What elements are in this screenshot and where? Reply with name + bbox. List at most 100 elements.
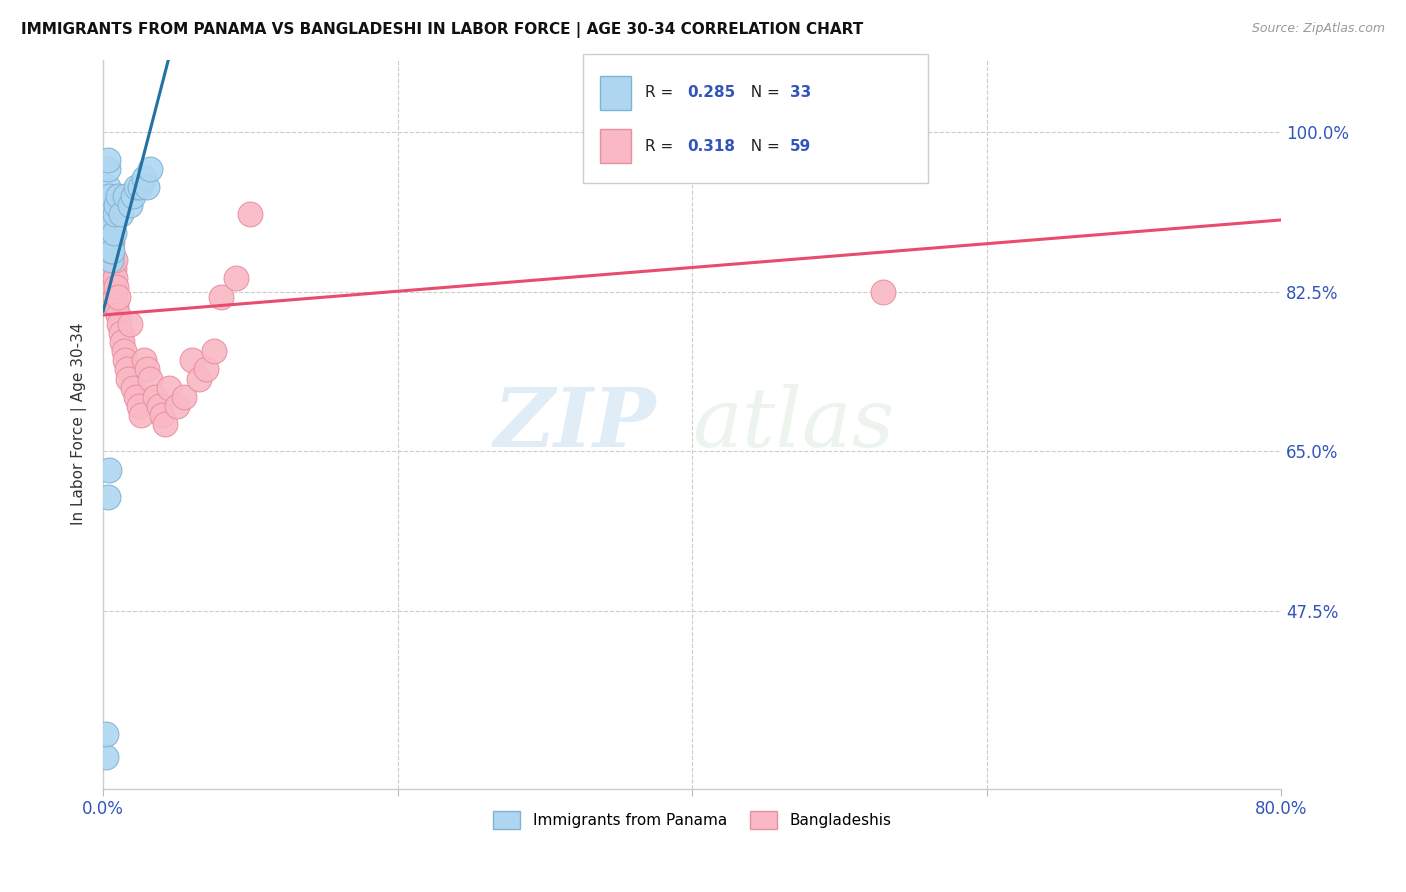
Text: ZIP: ZIP [494,384,657,464]
Point [107,189,129,203]
Point [112,344,135,359]
Text: 0.318: 0.318 [688,139,735,153]
Point [195,362,218,376]
Point [139,161,162,176]
Point [98,226,121,240]
Point [136,180,159,194]
Point [150,408,173,422]
Text: N =: N = [741,86,785,100]
Point [98,217,121,231]
Point [103,226,125,240]
Point [97,153,120,167]
Point [107,289,129,303]
Point [114,189,136,203]
Text: R =: R = [645,86,679,100]
Text: atlas: atlas [692,384,894,464]
Point [98,244,121,258]
Text: R =: R = [645,139,679,153]
Point [239,207,262,221]
Point [97,161,120,176]
Point [97,490,120,504]
Text: 33: 33 [790,86,811,100]
Point [143,390,166,404]
Point [97,189,120,203]
Point [98,226,121,240]
Point [159,381,181,395]
Point [97,180,120,194]
Point [105,280,128,294]
Text: N =: N = [741,139,785,153]
Point [114,353,136,368]
Point [148,399,170,413]
Point [180,353,202,368]
Point [134,171,156,186]
Point [121,381,143,395]
Text: 0.285: 0.285 [688,86,735,100]
Point [124,180,146,194]
Point [98,462,121,476]
Point [101,217,124,231]
Point [93,198,115,212]
Point [101,244,124,258]
Point [104,289,127,303]
Point [97,244,120,258]
Point [96,727,118,741]
Point [153,417,176,431]
Point [96,217,118,231]
Point [166,399,188,413]
Point [209,289,232,303]
Point [105,198,128,212]
Point [100,253,122,268]
Point [121,189,143,203]
Point [173,390,195,404]
Point [124,390,146,404]
Point [98,262,121,277]
Point [101,271,124,285]
Point [108,317,131,331]
Point [104,207,127,221]
Point [96,749,118,764]
Point [100,235,122,249]
Point [97,226,120,240]
Point [225,271,247,285]
Point [100,253,122,268]
Point [110,326,132,340]
Point [131,408,153,422]
Point [100,207,122,221]
Point [101,253,124,268]
Point [105,299,128,313]
Text: Source: ZipAtlas.com: Source: ZipAtlas.com [1251,22,1385,36]
Point [97,207,120,221]
Point [101,235,124,249]
Point [93,235,115,249]
Point [139,371,162,385]
Point [187,371,209,385]
Point [129,180,152,194]
Legend: Immigrants from Panama, Bangladeshis: Immigrants from Panama, Bangladeshis [486,805,897,836]
Point [98,189,121,203]
Point [117,371,139,385]
Point [134,353,156,368]
Point [128,399,150,413]
Point [103,280,125,294]
Point [100,244,122,258]
Point [118,198,141,212]
Point [110,207,132,221]
Point [118,317,141,331]
Point [98,235,121,249]
Point [103,262,125,277]
Point [100,271,122,285]
Text: IMMIGRANTS FROM PANAMA VS BANGLADESHI IN LABOR FORCE | AGE 30-34 CORRELATION CHA: IMMIGRANTS FROM PANAMA VS BANGLADESHI IN… [21,22,863,38]
Point [115,362,138,376]
Point [100,235,122,249]
Y-axis label: In Labor Force | Age 30-34: In Labor Force | Age 30-34 [72,323,87,525]
Point [97,198,120,212]
Point [872,285,894,299]
Point [97,253,120,268]
Point [104,253,127,268]
Point [104,271,127,285]
Text: 59: 59 [790,139,811,153]
Point [136,362,159,376]
Point [202,344,225,359]
Point [96,235,118,249]
